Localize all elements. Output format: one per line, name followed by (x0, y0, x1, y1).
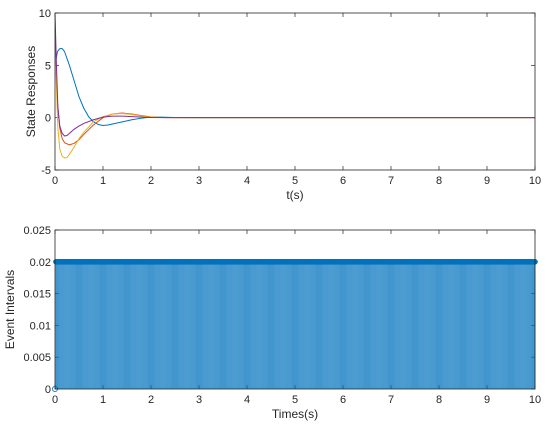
x-tick-label: 4 (244, 175, 250, 187)
x-axis-label: Times(s) (272, 407, 318, 421)
x-tick-label: 7 (388, 394, 394, 406)
y-axis-label: Event Intervals (3, 270, 17, 349)
x-tick-label: 4 (244, 394, 250, 406)
y-tick-label: -5 (41, 165, 51, 177)
x-tick-label: 8 (436, 394, 442, 406)
y-tick-label: 5 (45, 60, 51, 72)
x-tick-label: 0 (52, 394, 58, 406)
x-tick-label: 6 (340, 394, 346, 406)
axes-box (54, 12, 536, 171)
y-tick-label: 0.015 (23, 289, 51, 301)
stem-group (52, 258, 538, 392)
axes-box (54, 229, 536, 390)
x-tick-label: 6 (340, 175, 346, 187)
x-tick-label: 8 (436, 175, 442, 187)
series-line-4 (55, 13, 535, 137)
x-tick-label: 7 (388, 175, 394, 187)
x-tick-label: 2 (148, 394, 154, 406)
x-tick-label: 10 (529, 394, 541, 406)
x-tick-label: 9 (484, 394, 490, 406)
x-tick-label: 5 (292, 175, 298, 187)
y-tick-label: 0.02 (30, 257, 51, 269)
y-tick-label: 0.025 (23, 225, 51, 237)
x-tick-label: 3 (196, 175, 202, 187)
y-tick-label: 10 (39, 8, 51, 20)
x-tick-label: 10 (529, 175, 541, 187)
y-tick-label: 0 (45, 113, 51, 125)
x-tick-label: 5 (292, 394, 298, 406)
x-tick-label: 1 (100, 175, 106, 187)
x-axis-label: t(s) (286, 188, 303, 202)
y-tick-label: 0.005 (23, 352, 51, 364)
series-group (55, 13, 535, 159)
y-tick-label: 0.01 (30, 320, 51, 332)
y-axis-label: State Responses (24, 46, 38, 137)
x-tick-label: 0 (52, 175, 58, 187)
x-tick-label: 1 (100, 394, 106, 406)
x-tick-label: 9 (484, 175, 490, 187)
y-tick-label: 0 (45, 384, 51, 396)
x-tick-label: 2 (148, 175, 154, 187)
event-intervals-plot: 0 1 2 3 4 5 6 7 8 9 10 0 0.005 0.01 0.015 0.02 0.025 Time… (3, 225, 541, 421)
plot-area (55, 13, 535, 170)
x-tick-label: 3 (196, 394, 202, 406)
